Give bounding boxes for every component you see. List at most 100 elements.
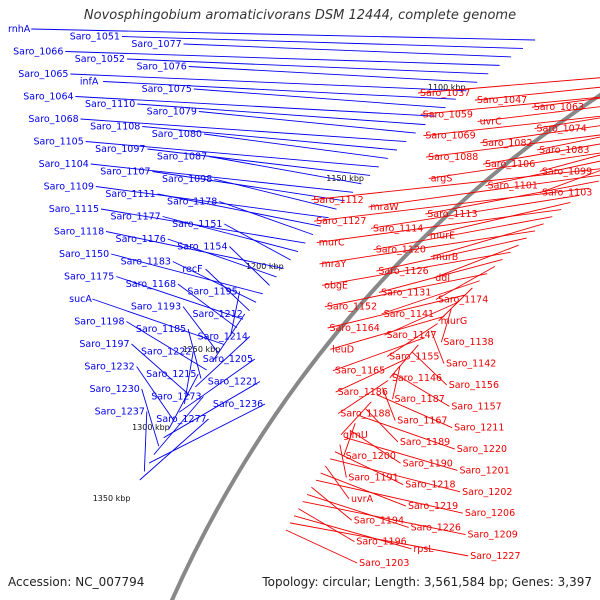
reverse-gene-label: Saro_1226 <box>411 522 461 533</box>
forward-gene-label: Saro_1068 <box>28 114 78 125</box>
reverse-leader-line <box>440 309 452 343</box>
reverse-gene-label: Saro_1209 <box>468 530 518 541</box>
reverse-leader-line <box>365 408 399 443</box>
forward-leader-line <box>143 411 148 472</box>
reverse-leader-line <box>311 168 600 201</box>
reverse-gene-label: Saro_1218 <box>405 480 455 491</box>
forward-leader-line <box>219 201 314 236</box>
forward-gene-label: Saro_1176 <box>116 234 166 245</box>
reverse-leader-line <box>370 194 580 229</box>
forward-leader-line <box>116 276 244 320</box>
forward-leader-line <box>131 343 191 396</box>
reverse-gene-label: Saro_1186 <box>338 387 388 398</box>
forward-leader-line <box>188 66 478 83</box>
reverse-leader-line <box>322 251 511 286</box>
forward-gene-label: Saro_1151 <box>172 219 222 230</box>
reverse-leader-line <box>537 136 600 151</box>
reverse-leader-line <box>393 372 450 407</box>
reverse-gene-label: Saro_1155 <box>389 351 439 362</box>
reverse-leader-line <box>428 152 600 179</box>
reverse-gene-label: Saro_1069 <box>425 131 475 142</box>
forward-leader-line <box>137 103 426 126</box>
reverse-gene-label: Saro_1167 <box>397 416 447 427</box>
forward-gene-label: Saro_1118 <box>54 227 104 238</box>
reverse-gene-label: Saro_1037 <box>420 88 470 99</box>
reverse-gene-label: Saro_1142 <box>446 359 496 370</box>
reverse-leader-line <box>332 337 425 372</box>
genome-title: Novosphingobium aromaticivorans DSM 1244… <box>83 8 517 23</box>
forward-leader-line <box>177 283 238 329</box>
reverse-leader-line <box>426 134 600 158</box>
reverse-gene-label: Saro_1082 <box>482 138 532 149</box>
forward-gene-label: infA <box>80 77 99 88</box>
forward-leader-line <box>167 238 277 278</box>
forward-gene-label: Saro_1104 <box>39 159 89 170</box>
forward-gene-label: Saro_1075 <box>142 84 192 95</box>
reverse-leader-line <box>386 323 438 357</box>
reverse-gene-label: Saro_1202 <box>462 487 512 498</box>
forward-gene-label: Saro_1110 <box>85 99 135 110</box>
forward-leader-line <box>229 246 270 286</box>
forward-gene-label: Saro_1168 <box>126 279 176 290</box>
forward-gene-label: Saro_1051 <box>70 32 120 43</box>
reverse-gene-label: Saro_1074 <box>536 124 586 135</box>
forward-leader-line <box>100 208 306 244</box>
reverse-leader-line <box>435 266 496 300</box>
reverse-leader-line <box>477 106 600 122</box>
forward-gene-label: Saro_1212 <box>193 309 243 320</box>
reverse-leader-line <box>334 451 404 486</box>
forward-gene-label: Saro_1214 <box>198 332 248 343</box>
genome-summary-text: Topology: circular; Length: 3,561,584 bp… <box>262 575 592 589</box>
forward-leader-line <box>212 313 246 362</box>
reverse-gene-label: Saro_1203 <box>359 558 409 569</box>
reverse-gene-label: Saro_1101 <box>488 181 538 192</box>
scale-tick-label: 1250 kbp <box>183 345 221 354</box>
forward-leader-line <box>203 133 388 159</box>
reverse-leader-line <box>360 415 455 450</box>
forward-gene-label: Saro_1273 <box>151 392 201 403</box>
reverse-gene-label: Saro_1165 <box>335 366 385 377</box>
reverse-leader-line <box>330 315 445 350</box>
reverse-leader-line <box>539 170 600 194</box>
forward-gene-label: Saro_1076 <box>136 62 186 73</box>
reverse-gene-label: Saro_1201 <box>459 465 509 476</box>
reverse-gene-label: Saro_1114 <box>373 223 423 234</box>
reverse-gene-label: Saro_1152 <box>327 302 377 313</box>
forward-leader-line <box>139 418 209 481</box>
reverse-leader-line <box>433 244 519 279</box>
reverse-leader-line <box>376 237 527 272</box>
forward-leader-line <box>195 336 251 388</box>
forward-gene-label: Saro_1198 <box>74 317 124 328</box>
forward-leader-line <box>95 186 329 219</box>
forward-leader-line <box>230 291 241 337</box>
forward-leader-line <box>75 96 436 117</box>
forward-leader-line <box>126 58 489 75</box>
reverse-gene-label: Saro_1206 <box>465 508 515 519</box>
reverse-leader-line <box>311 486 353 521</box>
reverse-gene-label: Saro_1174 <box>438 295 488 306</box>
reverse-leader-line <box>382 387 396 421</box>
reverse-leader-line <box>335 358 407 393</box>
reverse-gene-label: Saro_1220 <box>457 444 507 455</box>
reverse-gene-label: Saro_1063 <box>534 102 584 113</box>
forward-leader-line <box>205 268 250 312</box>
reverse-leader-line <box>430 223 544 258</box>
reverse-gene-label: argS <box>431 173 453 184</box>
scale-tick-label: 1350 kbp <box>93 494 131 503</box>
reverse-leader-line <box>427 201 571 236</box>
reverse-leader-line <box>430 330 445 364</box>
reverse-gene-label: Saro_1189 <box>400 437 450 448</box>
reverse-gene-label: leuD <box>332 344 354 355</box>
reverse-gene-label: rpsL <box>413 544 434 555</box>
forward-gene-label: Saro_1066 <box>13 47 63 58</box>
forward-gene-label: Saro_1175 <box>64 272 114 283</box>
forward-leader-line <box>208 156 362 185</box>
reverse-leader-line <box>285 529 358 564</box>
reverse-gene-label: murG <box>441 316 468 327</box>
reverse-leader-line <box>411 351 448 386</box>
reverse-gene-label: Saro_1191 <box>348 473 398 484</box>
forward-gene-label: Saro_1221 <box>208 377 258 388</box>
forward-gene-label: Saro_1193 <box>131 302 181 313</box>
reverse-gene-label: glmU <box>343 430 368 441</box>
forward-leader-line <box>147 148 371 176</box>
